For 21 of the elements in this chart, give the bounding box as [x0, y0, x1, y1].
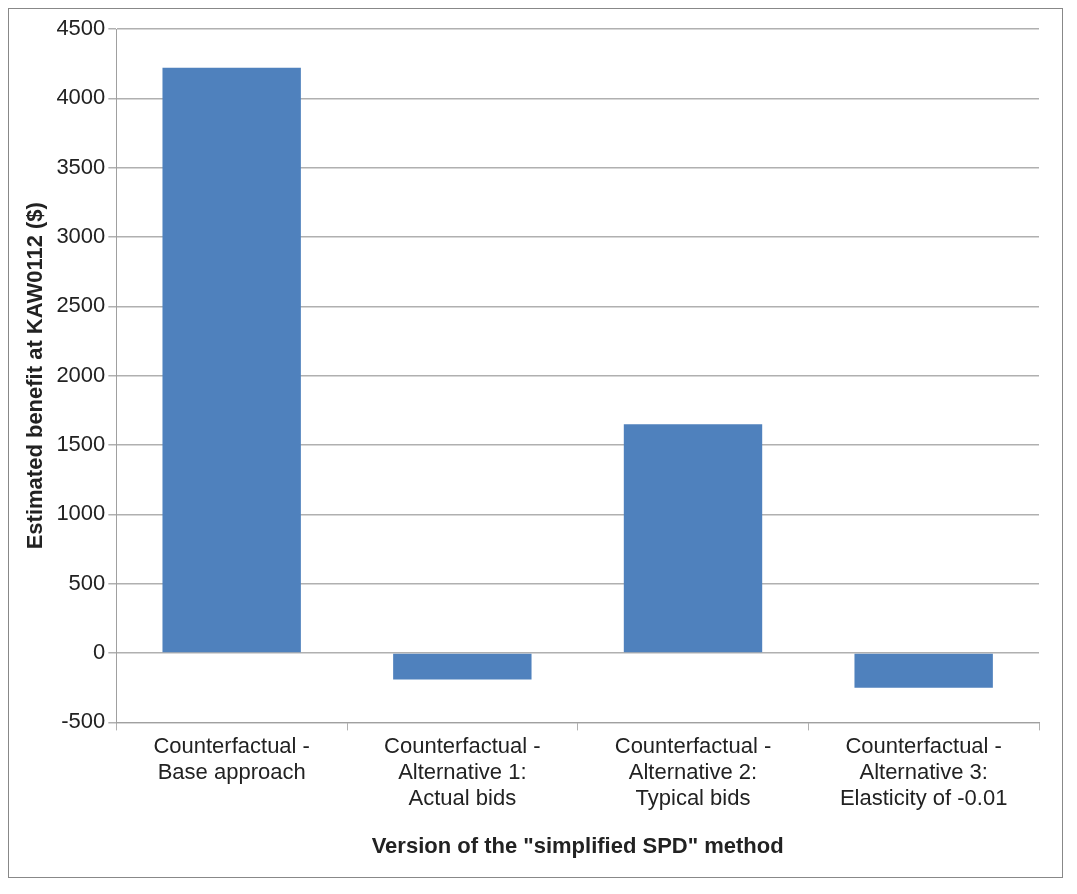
y-axis-title: Estimated benefit at KAW0112 ($) — [22, 202, 48, 550]
x-tick-label: Counterfactual - Base approach — [153, 732, 310, 785]
y-tick-label: 0 — [93, 639, 106, 665]
x-tick-label: Counterfactual - Alternative 3: Elasticity of -0.01 — [839, 732, 1008, 811]
bar — [162, 67, 301, 653]
x-tick-label: Counterfactual - Alternative 2: Typical bids — [614, 732, 772, 811]
y-tick-label: 2500 — [56, 292, 106, 318]
y-tick-label: 1000 — [56, 500, 106, 526]
y-tick-label: 500 — [68, 569, 106, 595]
y-tick-label: 3500 — [56, 153, 106, 179]
bar — [393, 653, 532, 680]
x-tick-label: Counterfactual - Alternative 1: Actual bids — [384, 732, 541, 811]
y-tick-label: 3000 — [56, 223, 106, 249]
y-tick-label: -500 — [61, 708, 106, 734]
x-axis-title: Version of the "simplified SPD" method — [371, 832, 784, 858]
y-tick-label: 2000 — [56, 361, 106, 387]
bar — [854, 653, 993, 688]
y-tick-label: 1500 — [56, 431, 106, 457]
y-tick-label: 4500 — [56, 15, 106, 41]
y-tick-label: 4000 — [56, 84, 106, 110]
bar — [623, 424, 763, 653]
